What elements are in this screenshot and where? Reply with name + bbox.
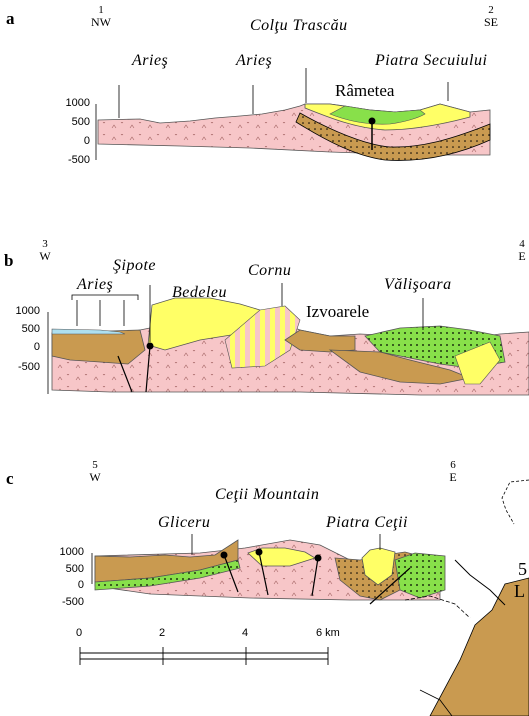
- map-fragment-label-2: L: [514, 581, 525, 601]
- section-a-brown-fold: [295, 112, 491, 161]
- section-c-fault-1: [223, 554, 239, 593]
- section-a-ytick-1000: 1000: [65, 97, 90, 109]
- section-c-ytick-500: 500: [65, 563, 84, 575]
- section-a-right-endpoint: 2 SE: [476, 4, 506, 29]
- section-c-dot-1: [220, 551, 228, 559]
- section-c-fault-3: [311, 557, 319, 597]
- section-a-village-dot: [368, 117, 376, 125]
- section-b-ytick-1000: 1000: [15, 305, 40, 317]
- map-fragment-boundary-1: [501, 479, 529, 525]
- section-b-right-endpoint: 4 E: [512, 238, 529, 263]
- section-c-label-piatra-cetii: Piatra Ceţii: [326, 514, 408, 531]
- section-c-ytick-1000: 1000: [59, 546, 84, 558]
- section-b-right-direction: E: [518, 249, 526, 263]
- section-c-right-direction: E: [449, 470, 457, 484]
- section-b-label-valisoara: Vălişoara: [384, 276, 452, 293]
- section-a-green-core: [329, 105, 426, 125]
- section-b-water: [51, 328, 126, 335]
- map-fragment-boundary-4: [419, 689, 453, 716]
- section-b-ytick-0: 0: [33, 341, 40, 353]
- section-b-ytick-minus500: -500: [17, 361, 40, 373]
- section-a: [95, 68, 491, 161]
- section-a-ytick-500: 500: [71, 116, 90, 128]
- section-b-fault-2: [145, 345, 151, 393]
- section-b: [47, 283, 529, 396]
- section-c-piatra-yellow: [361, 547, 396, 586]
- section-b-label-aries: Arieş: [77, 276, 114, 293]
- section-a-ytick-minus500: -500: [67, 154, 90, 166]
- section-b-sipote-dot: [146, 342, 154, 350]
- section-b-left-endpoint: 3 W: [30, 238, 60, 263]
- section-b-label-izvoarele: Izvoarele: [306, 302, 370, 321]
- section-a-ytick-0: 0: [83, 135, 90, 147]
- section-b-brown-left: [51, 329, 146, 365]
- section-b-label-sipote: Şipote: [113, 257, 156, 274]
- section-c-label-cetii-mountain: Ceţii Mountain: [215, 486, 320, 503]
- scale-tick-4: 4: [242, 627, 249, 639]
- section-c: [91, 534, 446, 605]
- section-c-fault-4: [369, 567, 411, 605]
- section-c-left-endpoint: 5 W: [80, 459, 110, 484]
- section-b-brown-mid: [284, 329, 356, 353]
- section-a-label-coltu-trascau: Colţu Trascău: [250, 17, 348, 34]
- section-c-right-number: 6: [450, 459, 456, 471]
- section-b-label-cornu: Cornu: [248, 262, 292, 279]
- section-a-right-number: 2: [488, 4, 494, 16]
- section-b-bedeleu-yellow: [147, 297, 263, 351]
- section-a-label-piatra-secuiului: Piatra Secuiului: [375, 52, 488, 69]
- section-b-ytick-500: 500: [21, 323, 40, 335]
- section-c-fault-2: [258, 551, 269, 596]
- map-fragment-boundary-2: [454, 559, 506, 606]
- section-c-ytick-minus500: -500: [61, 596, 84, 608]
- section-b-left-direction: W: [39, 249, 51, 263]
- section-b-label-bedeleu: Bedeleu: [172, 284, 228, 301]
- section-a-left-endpoint: 1 NW: [86, 4, 116, 29]
- section-c-dot-3: [314, 554, 322, 562]
- scale-tick-6km: 6 km: [316, 627, 340, 639]
- section-c-right-endpoint: 6 E: [438, 459, 468, 484]
- section-a-left-number: 1: [98, 4, 104, 16]
- scale-tick-0: 0: [76, 627, 83, 639]
- section-a-label-rametea: Râmetea: [335, 81, 395, 100]
- section-c-dot-2: [255, 548, 263, 556]
- scale-bar: [79, 647, 329, 665]
- scale-tick-2: 2: [159, 627, 166, 639]
- section-c-label-gliceru: Gliceru: [158, 514, 211, 531]
- map-fragment-label-1: 5: [518, 559, 527, 579]
- section-c-left-number: 5: [92, 459, 98, 471]
- map-fragment-boundary-3: [404, 595, 471, 619]
- section-c-ytick-0: 0: [77, 579, 84, 591]
- section-b-left-number: 3: [42, 238, 48, 250]
- panel-letter-c: c: [6, 469, 14, 488]
- section-c-left-direction: W: [89, 470, 101, 484]
- panel-letter-b: b: [4, 251, 14, 270]
- section-a-label-aries-1: Arieş: [132, 52, 169, 69]
- section-b-aries-bracket: [71, 294, 139, 300]
- section-a-label-aries-2: Arieş: [236, 52, 273, 69]
- section-c-green-right: [394, 552, 446, 599]
- section-b-yellow-right: [454, 341, 501, 385]
- section-c-yellow-top: [247, 547, 316, 567]
- section-b-right-number: 4: [519, 238, 525, 250]
- panel-letter-a: a: [6, 9, 15, 28]
- section-c-green-left: [94, 559, 241, 591]
- map-fragment: [404, 479, 529, 716]
- section-a-right-direction: SE: [483, 15, 498, 29]
- map-fragment-brown-area: [429, 577, 529, 716]
- section-a-left-direction: NW: [91, 15, 111, 29]
- section-b-fault-1: [117, 355, 133, 393]
